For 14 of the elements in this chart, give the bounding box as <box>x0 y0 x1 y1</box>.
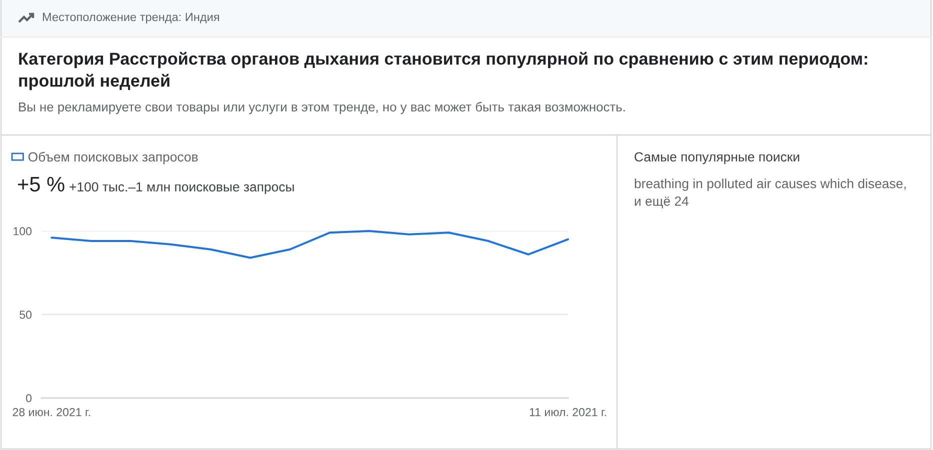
y-tick-label: 0 <box>26 394 32 402</box>
chart-title: Категория Расстройства органов дыхания становится популярной по сравнению с этим периодом: прошлой неделей <box>19 52 868 90</box>
x-tick-label: 11 июл. 2021 г. <box>530 408 606 416</box>
text: breathing in polluted air causes which disease, и ещё 24 <box>634 178 906 208</box>
text: +100 тыс.–1 млн поисковые запросы <box>70 182 294 194</box>
x-tick-label: 28 июн. 2021 г. <box>12 408 90 416</box>
legend-label: Объем поисковых запросов <box>28 152 198 164</box>
line-series <box>50 230 570 259</box>
text: Местоположение тренда: Индия <box>42 12 219 24</box>
y-tick-label: 100 <box>14 227 32 236</box>
chart-subtitle: Вы не рекламируете свои товары или услуги в этом тренде, но у вас может быть такая возможность. <box>19 102 625 114</box>
text: Самые популярные поиски <box>634 152 800 164</box>
text: +5 % <box>18 176 64 192</box>
y-tick-label: 50 <box>20 310 32 319</box>
